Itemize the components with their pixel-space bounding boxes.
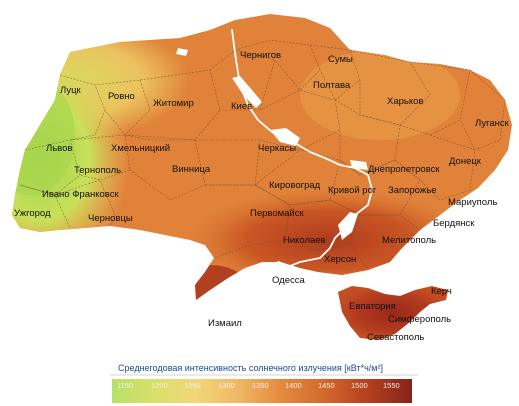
city-label-uzhgorod: Ужгород bbox=[14, 208, 51, 219]
city-label-ivano-frankovsk: Ивано Франковск bbox=[42, 189, 119, 200]
legend-tick-1450: 1450 bbox=[318, 381, 335, 390]
city-labels: Чернигов Сумы Луцк Ровно Житомир Киев По… bbox=[14, 50, 510, 343]
city-label-lvov: Львов bbox=[46, 143, 72, 154]
city-label-khmelnitsky: Хмельницкий bbox=[111, 143, 170, 154]
mainland-region bbox=[12, 14, 512, 300]
region-borders bbox=[19, 39, 506, 271]
crimea-region bbox=[338, 286, 448, 340]
city-label-poltava: Полтава bbox=[313, 80, 351, 91]
city-label-rovno: Ровно bbox=[108, 91, 135, 102]
city-label-izmail: Измаил bbox=[208, 318, 242, 329]
city-label-melitopol: Мелитополь bbox=[382, 235, 436, 246]
city-label-pervomaysk: Первомайск bbox=[250, 208, 304, 219]
city-label-kherson: Херсон bbox=[324, 254, 356, 265]
city-label-kirovograd: Кировоград bbox=[269, 180, 321, 191]
city-label-kerch: Керч bbox=[431, 286, 452, 297]
legend-tick-end: 1550 bbox=[383, 381, 400, 390]
city-label-sevastopol: Севастополь bbox=[367, 332, 424, 343]
city-label-sumy: Сумы bbox=[328, 54, 353, 65]
legend-tick-1250: 1250 bbox=[184, 381, 201, 390]
city-label-zhitomir: Житомир bbox=[153, 98, 194, 109]
city-label-krivoy-rog: Кривой рог bbox=[328, 185, 377, 196]
city-label-nikolaev: Николаев bbox=[283, 235, 326, 246]
city-label-simferopol: Симферополь bbox=[388, 314, 451, 325]
azov-coast bbox=[402, 248, 450, 290]
city-label-kiev: Киев bbox=[231, 101, 252, 112]
city-label-lutsk: Луцк bbox=[60, 85, 82, 96]
city-label-donetsk: Донецк bbox=[449, 156, 482, 167]
city-label-vinnitsa: Винница bbox=[172, 164, 211, 175]
legend-tick-1350: 1350 bbox=[252, 381, 269, 390]
legend-tick-1400: 1400 bbox=[285, 381, 302, 390]
city-label-zaporozhye: Запорожье bbox=[388, 185, 437, 196]
city-label-dnepropetrovsk: Днепропетровск bbox=[368, 164, 440, 175]
legend-tick-1150: 1150 bbox=[117, 381, 133, 390]
legend: Среднегодовая интенсивность солнечного и… bbox=[110, 363, 418, 403]
legend-colorbar bbox=[112, 379, 412, 403]
city-label-ternopol: Тернополь bbox=[74, 165, 121, 176]
legend-title: Среднегодовая интенсивность солнечного и… bbox=[118, 363, 383, 373]
city-label-chernovtsy: Черновцы bbox=[88, 213, 133, 224]
legend-tick-1200: 1200 bbox=[151, 381, 168, 390]
city-label-kharkov: Харьков bbox=[387, 96, 423, 107]
reservoirs bbox=[176, 48, 368, 240]
legend-tick-1500: 1500 bbox=[351, 381, 368, 390]
city-label-lugansk: Луганск bbox=[475, 118, 510, 129]
city-label-mariupol: Мариуполь bbox=[448, 197, 497, 208]
city-label-chernigov: Чернигов bbox=[240, 50, 281, 61]
legend-tick-1300: 1300 bbox=[218, 381, 235, 390]
city-label-evpatoria: Евпатория bbox=[349, 301, 396, 312]
city-label-odessa: Одесса bbox=[272, 275, 306, 286]
rivers bbox=[231, 29, 373, 267]
city-label-berdyansk: Бердянск bbox=[433, 218, 475, 229]
city-label-cherkasy: Черкасы bbox=[258, 143, 296, 154]
